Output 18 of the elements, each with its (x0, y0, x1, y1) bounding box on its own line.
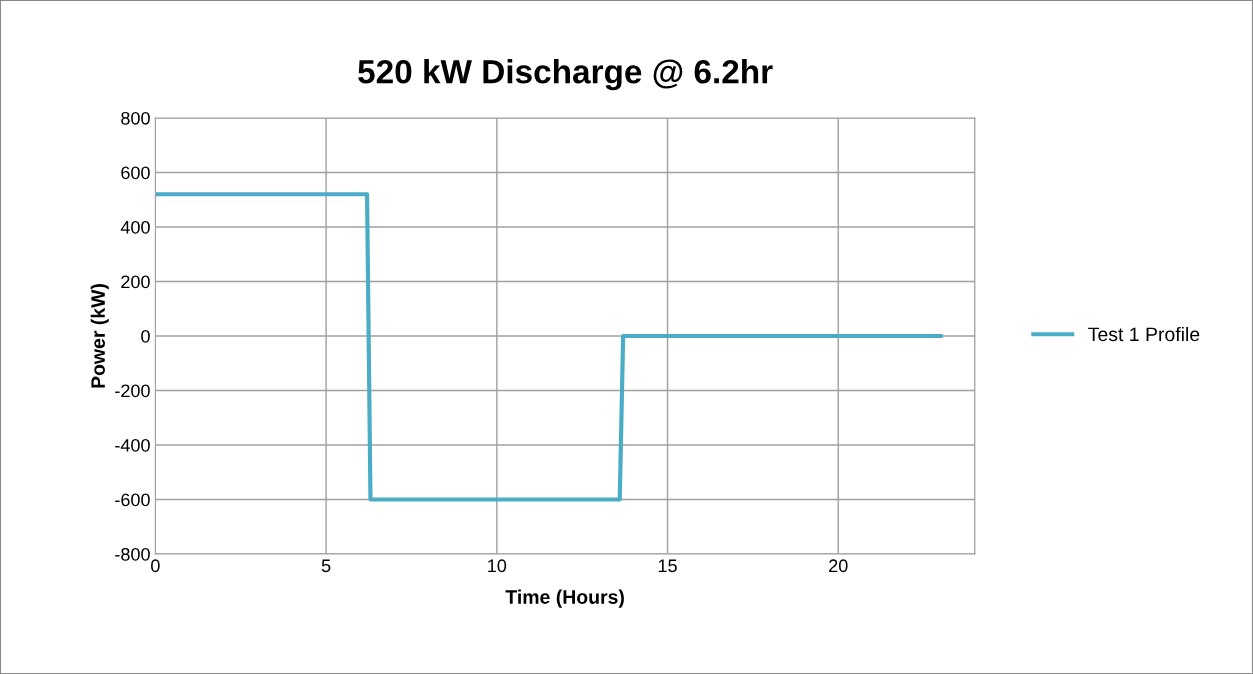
x-tick-label: 20 (829, 559, 848, 573)
y-tick-label: 600 (121, 166, 150, 180)
x-tick-label: 0 (151, 559, 160, 573)
y-tick-label: 800 (121, 111, 150, 125)
x-axis-title: Time (Hours) (505, 589, 624, 608)
y-tick-label: -400 (115, 438, 150, 452)
x-tick-label: 5 (321, 559, 331, 573)
x-tick-label: 10 (488, 559, 507, 573)
y-tick-label: -200 (115, 384, 150, 398)
chart-title: 520 kW Discharge @ 6.2hr (358, 59, 773, 91)
y-tick-label: -600 (115, 493, 150, 507)
y-tick-label: 400 (120, 220, 150, 234)
y-tick-label: 0 (141, 329, 150, 343)
legend-label: Test 1 Profile (1088, 326, 1200, 342)
y-axis-title: Power (kW) (90, 284, 109, 388)
x-tick-label: 15 (658, 559, 677, 573)
y-tick-label: 200 (121, 275, 150, 289)
y-tick-label: -800 (115, 547, 150, 561)
